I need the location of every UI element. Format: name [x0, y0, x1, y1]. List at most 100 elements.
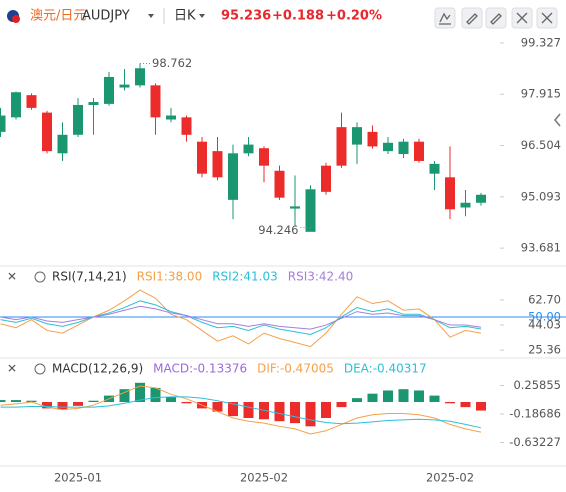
candle-body	[259, 148, 269, 166]
macd-bar	[336, 402, 347, 408]
macd-bar	[119, 389, 130, 402]
macd-bar	[429, 395, 440, 402]
legend-entry: DIF:-0.47005	[257, 362, 334, 376]
macd-bar	[26, 400, 37, 402]
macd-bar	[212, 402, 223, 412]
candle-body	[26, 95, 37, 108]
candle-body	[73, 104, 83, 135]
y-tick-label: -0.18686	[509, 406, 561, 420]
candle-body	[135, 68, 145, 86]
tool-button[interactable]	[461, 7, 483, 29]
candle-body	[414, 141, 424, 161]
macd-bar	[0, 400, 6, 402]
dropdown-icon[interactable]	[148, 14, 154, 18]
candle-body	[197, 141, 207, 174]
macd-bar	[414, 390, 424, 402]
macd-bar	[476, 402, 486, 411]
y-tick-label: 99.327	[521, 35, 561, 49]
candle-body	[398, 141, 409, 155]
candle-body	[212, 151, 223, 178]
indicator-line	[0, 300, 482, 335]
x-tick-label: 2025-01	[54, 471, 102, 485]
candle-body	[274, 170, 285, 198]
dropdown-icon[interactable]	[199, 14, 205, 18]
macd-bar	[460, 402, 471, 408]
candle-body	[57, 134, 68, 154]
candle-body	[166, 115, 176, 120]
macd-bar	[73, 402, 83, 406]
price-change: +0.188	[272, 9, 324, 24]
macd-bar	[321, 402, 331, 418]
legend-entry: RSI3:42.40	[288, 270, 354, 284]
collapse-button[interactable]	[554, 113, 561, 127]
candle-body	[460, 202, 471, 208]
close-icon[interactable]: ✕	[7, 270, 17, 284]
x-tick-label: 2025-02	[426, 471, 474, 485]
settings-icon[interactable]	[34, 363, 46, 375]
candle-body	[383, 142, 393, 152]
legend-entry: RSI2:41.03	[212, 270, 278, 284]
macd-bar	[445, 402, 455, 404]
indicator-line	[0, 289, 482, 348]
pair-name: 澳元/日元	[30, 8, 86, 24]
candle-body	[42, 112, 52, 152]
flag-icon	[12, 15, 20, 23]
candle-body	[290, 206, 300, 209]
legend-entry: DEA:-0.40317	[344, 362, 427, 376]
candle-body	[11, 92, 21, 118]
candle-body	[336, 127, 347, 166]
close-icon[interactable]: ✕	[7, 362, 17, 376]
y-tick-label: 62.70	[528, 292, 561, 306]
macd-bar	[135, 382, 145, 402]
candle-body	[243, 144, 254, 154]
x-tick-label: 2025-02	[240, 471, 288, 485]
toolbar	[434, 7, 558, 29]
symbol: AUDJPY	[82, 9, 130, 24]
macd-bar	[352, 398, 362, 402]
candle-body	[228, 153, 238, 200]
y-tick-label: 0.25855	[513, 378, 561, 392]
macd-bar	[181, 402, 192, 404]
macd-bar	[274, 402, 285, 422]
candle-body	[321, 165, 331, 192]
macd-bar	[305, 402, 316, 427]
candle-body	[0, 115, 6, 132]
candle-body	[181, 117, 192, 135]
macd-bar	[42, 402, 52, 409]
high-annotation: 98.762	[152, 56, 192, 70]
y-tick-label: -0.63227	[509, 435, 561, 449]
settings-icon[interactable]	[34, 271, 46, 283]
y-tick-label: 96.504	[521, 138, 561, 152]
period[interactable]: 日K	[174, 9, 196, 24]
indicator-line	[0, 305, 482, 330]
tool-button[interactable]	[434, 7, 456, 29]
macd-bar	[11, 400, 21, 402]
macd-bar	[88, 400, 99, 402]
indicator-title: RSI(7,14,21)	[52, 270, 127, 284]
y-tick-label: 44.03	[528, 318, 561, 332]
legend-entry: RSI1:38.00	[137, 270, 203, 284]
candle-body	[305, 189, 316, 232]
macd-bar	[243, 402, 254, 418]
candle-body	[476, 194, 486, 203]
indicator-line	[0, 385, 482, 435]
candle-body	[119, 84, 130, 88]
price-change-pct: +0.20%	[326, 9, 382, 24]
legend-entry: MACD:-0.13376	[153, 362, 247, 376]
macd-bar	[57, 402, 68, 410]
candle-body	[88, 102, 99, 105]
candle-body	[150, 85, 161, 118]
candle-body	[445, 177, 455, 210]
toolbar-icons	[439, 12, 553, 25]
macd-bar	[367, 393, 378, 402]
candle-body	[352, 127, 362, 145]
tool-button[interactable]	[485, 7, 507, 29]
y-tick-label: 93.681	[521, 241, 561, 255]
macd-bar	[290, 402, 300, 424]
macd-bar	[166, 396, 176, 402]
last-price: 95.236	[221, 9, 271, 24]
macd-bar	[398, 389, 409, 402]
macd-bar	[383, 390, 393, 402]
y-tick-label: 95.093	[521, 189, 561, 203]
